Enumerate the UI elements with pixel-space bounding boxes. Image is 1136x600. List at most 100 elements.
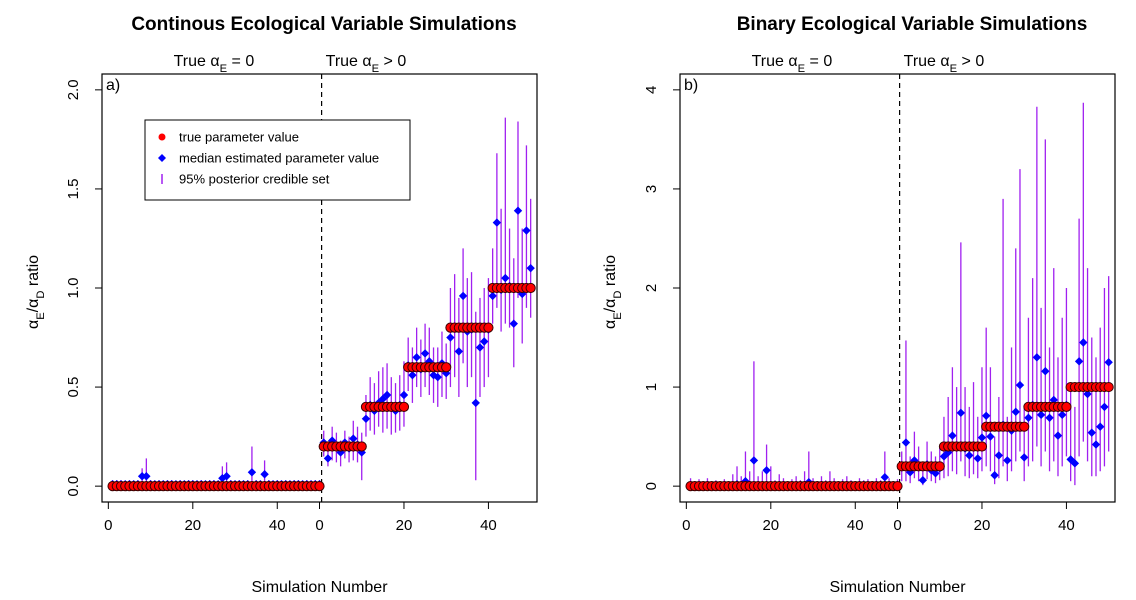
median-point — [518, 289, 527, 299]
median-point — [901, 438, 911, 447]
panel-a: Continous Ecological Variable Simulation… — [25, 14, 538, 596]
true-value-point — [398, 401, 410, 412]
median-point — [1049, 395, 1058, 405]
plot-box — [679, 73, 1116, 503]
x-tick-label: 40 — [480, 517, 497, 534]
median-point — [1019, 453, 1029, 462]
legend-entry: true parameter value — [179, 130, 299, 145]
median-point — [1053, 431, 1063, 440]
median-point — [382, 390, 392, 400]
median-point — [762, 466, 771, 475]
median-point — [142, 472, 151, 481]
median-point — [1032, 353, 1042, 362]
x-tick-label: 20 — [974, 517, 991, 534]
true-value-point — [892, 481, 903, 492]
median-point — [986, 432, 995, 441]
true-value-point — [934, 461, 945, 472]
true-value-point — [525, 282, 536, 294]
median-point — [1058, 410, 1067, 420]
x-tick-label: 0 — [104, 517, 112, 534]
median-point — [475, 343, 485, 352]
panel-label: a) — [106, 77, 120, 94]
median-point — [1015, 380, 1025, 390]
x-tick-label: 40 — [269, 517, 286, 534]
median-point — [977, 433, 987, 442]
plot-box — [101, 73, 538, 503]
median-point — [218, 474, 227, 483]
true-value-point — [483, 322, 494, 333]
median-point — [918, 476, 928, 485]
median-point — [1036, 410, 1046, 420]
median-point — [446, 333, 455, 342]
median-point — [349, 434, 358, 443]
median-point — [247, 468, 257, 477]
x-tick-label: 0 — [682, 517, 690, 534]
median-point — [973, 454, 982, 463]
median-point — [509, 319, 518, 328]
median-point — [948, 431, 957, 440]
true-value-point — [1019, 421, 1030, 432]
section-label-alt: True αE > 0 — [904, 53, 985, 75]
chart-title: Continous Ecological Variable Simulation… — [131, 14, 516, 35]
median-point — [994, 451, 1004, 460]
true-value-point — [441, 362, 452, 373]
median-point — [399, 390, 409, 400]
legend-true-marker — [158, 133, 166, 141]
y-tick-label: 0 — [643, 482, 660, 490]
section-label-alt: True αE > 0 — [326, 53, 407, 75]
median-point — [1100, 402, 1109, 412]
x-tick-label: 40 — [847, 517, 864, 534]
median-point — [137, 472, 147, 481]
x-tick-label: 20 — [396, 517, 413, 534]
legend-entry: median estimated parameter value — [179, 151, 379, 166]
median-point — [965, 451, 974, 460]
median-point — [943, 448, 953, 457]
x-tick-label: 0 — [893, 517, 901, 534]
y-tick-label: 4 — [643, 86, 660, 94]
legend-median-marker — [158, 154, 166, 162]
y-tick-label: 1.5 — [65, 178, 82, 199]
median-point — [522, 226, 531, 235]
median-point — [1041, 367, 1050, 376]
median-point — [1087, 428, 1096, 437]
median-point — [492, 218, 502, 227]
median-point — [990, 471, 999, 480]
y-axis-label: αE/αD ratio — [25, 255, 47, 329]
median-point — [433, 372, 442, 382]
y-tick-label: 2 — [643, 284, 660, 292]
median-point — [408, 370, 417, 380]
x-tick-label: 0 — [315, 517, 323, 534]
median-point — [1024, 413, 1033, 422]
median-point — [260, 470, 269, 479]
section-label-null: True αE = 0 — [174, 53, 255, 75]
median-point — [480, 337, 489, 346]
y-tick-label: 1 — [643, 383, 660, 391]
true-value-point — [314, 481, 325, 492]
panel-b: Binary Ecological Variable Simulations Tr… — [602, 14, 1116, 596]
y-tick-label: 1.0 — [65, 278, 82, 299]
x-tick-label: 20 — [762, 517, 779, 534]
median-point — [222, 472, 231, 481]
y-tick-label: 2.0 — [65, 79, 82, 100]
x-axis-label: Simulation Number — [251, 579, 388, 596]
median-point — [1003, 456, 1012, 465]
median-point — [931, 469, 940, 478]
median-point — [1104, 358, 1113, 367]
median-point — [1083, 389, 1092, 399]
legend-entry: 95% posterior credible set — [179, 172, 330, 187]
section-label-null: True αE = 0 — [752, 53, 833, 75]
median-point — [323, 454, 333, 463]
median-point — [1079, 338, 1088, 347]
x-tick-label: 20 — [184, 517, 201, 534]
median-point — [420, 349, 430, 358]
median-point — [1045, 413, 1054, 422]
y-tick-label: 3 — [643, 185, 660, 193]
y-axis-label: αE/αD ratio — [602, 255, 624, 329]
legend-box — [144, 119, 411, 201]
median-point — [1096, 422, 1105, 431]
median-point — [454, 347, 464, 356]
true-value-point — [356, 441, 367, 452]
chart-title: Binary Ecological Variable Simulations — [737, 14, 1088, 35]
median-point — [880, 473, 890, 482]
